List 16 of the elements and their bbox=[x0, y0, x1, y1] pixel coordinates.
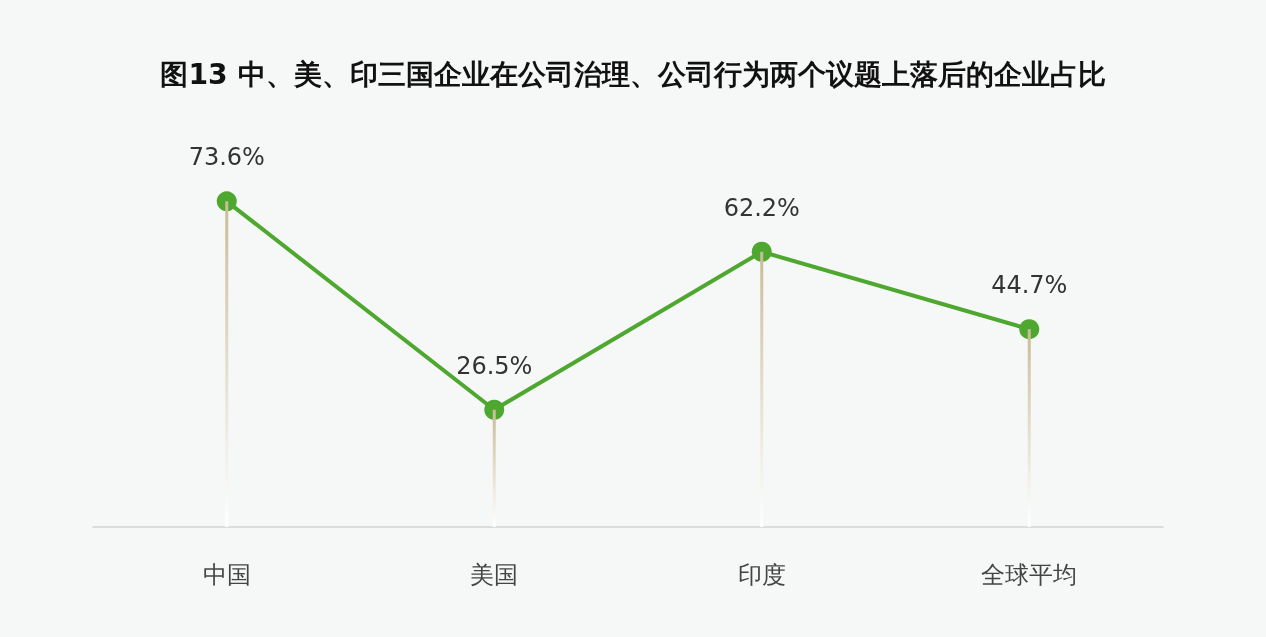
x-tick-label: 印度 bbox=[737, 561, 786, 589]
bar bbox=[225, 201, 229, 527]
chart-title: 图13 中、美、印三国企业在公司治理、公司行为两个议题上落后的企业占比 bbox=[160, 57, 1106, 91]
x-tick-label: 中国 bbox=[202, 561, 251, 589]
point bbox=[751, 241, 772, 262]
x-tick-label: 美国 bbox=[470, 561, 519, 589]
bar bbox=[760, 251, 764, 527]
data-label: 73.6% bbox=[188, 143, 265, 172]
data-label: 26.5% bbox=[456, 351, 533, 380]
point bbox=[484, 399, 505, 420]
bar bbox=[492, 409, 496, 527]
data-label: 62.2% bbox=[723, 193, 800, 222]
x-tick-label: 全球平均 bbox=[981, 561, 1078, 589]
point bbox=[1019, 319, 1040, 340]
data-label: 44.7% bbox=[991, 271, 1068, 300]
bar bbox=[1027, 329, 1031, 527]
